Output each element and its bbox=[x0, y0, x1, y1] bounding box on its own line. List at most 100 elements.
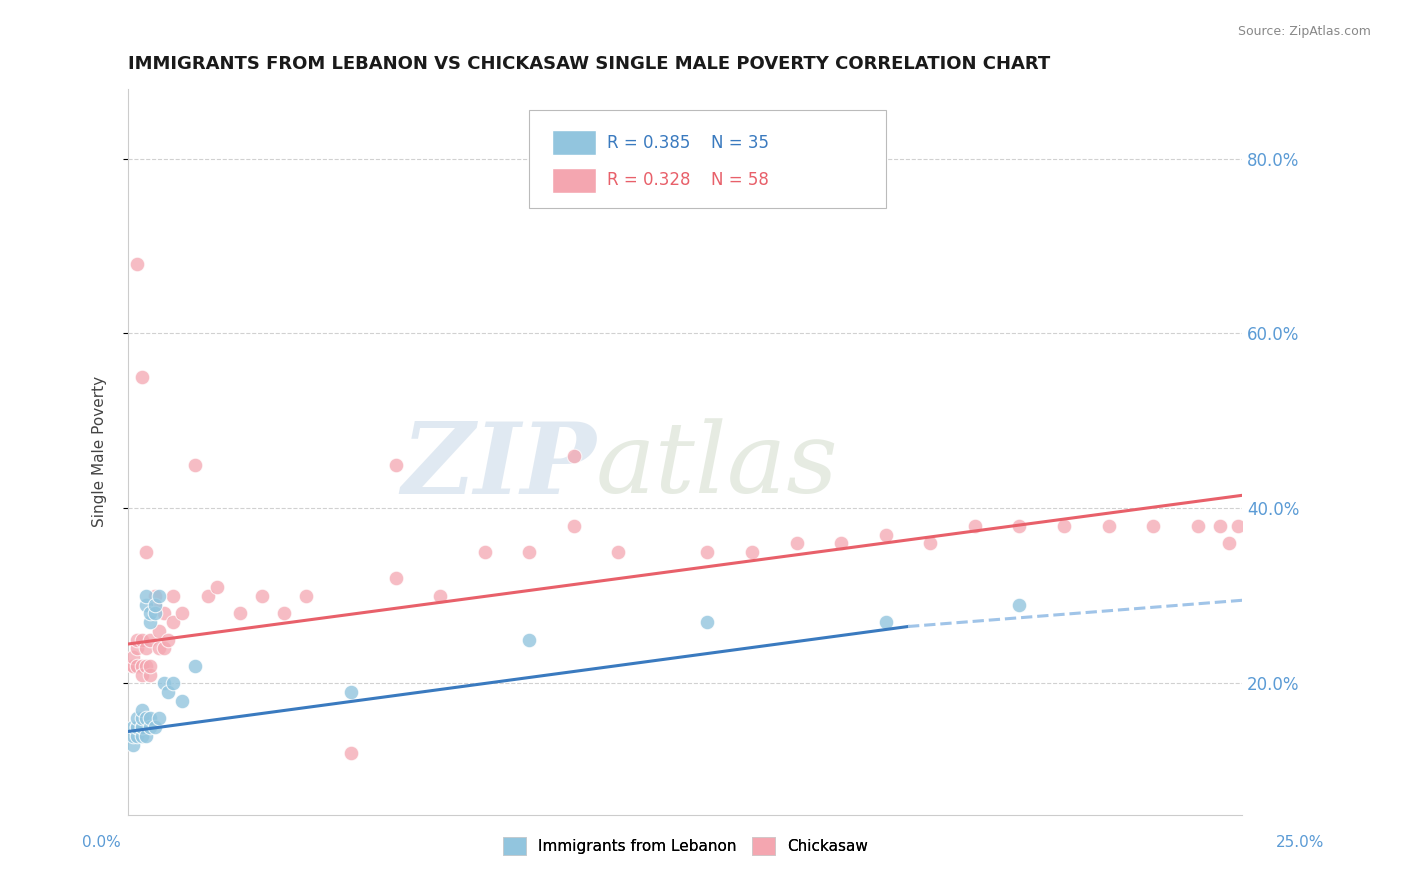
Text: N = 58: N = 58 bbox=[711, 171, 769, 189]
Point bbox=[162, 589, 184, 603]
Text: IMMIGRANTS FROM LEBANON VS CHICKASAW SINGLE MALE POVERTY CORRELATION CHART: IMMIGRANTS FROM LEBANON VS CHICKASAW SIN… bbox=[128, 55, 1050, 73]
Point bbox=[121, 658, 143, 673]
Point bbox=[295, 589, 318, 603]
Point bbox=[830, 536, 852, 550]
Point bbox=[139, 632, 162, 647]
Point bbox=[250, 589, 273, 603]
Point bbox=[121, 650, 143, 665]
Point bbox=[135, 545, 157, 559]
Point bbox=[121, 658, 143, 673]
Point bbox=[184, 658, 207, 673]
Point bbox=[153, 641, 176, 656]
Point bbox=[139, 607, 162, 621]
Legend: Immigrants from Lebanon, Chickasaw: Immigrants from Lebanon, Chickasaw bbox=[496, 830, 873, 862]
Point bbox=[562, 519, 585, 533]
Point bbox=[148, 589, 170, 603]
Point bbox=[696, 545, 718, 559]
Point bbox=[384, 571, 406, 585]
Point bbox=[131, 667, 153, 681]
Point bbox=[131, 703, 153, 717]
Point bbox=[786, 536, 808, 550]
Point bbox=[1187, 519, 1209, 533]
Point bbox=[607, 545, 630, 559]
Point bbox=[135, 729, 157, 743]
Point bbox=[157, 685, 180, 699]
Text: 25.0%: 25.0% bbox=[1277, 836, 1324, 850]
Point bbox=[131, 729, 153, 743]
FancyBboxPatch shape bbox=[551, 130, 596, 155]
Point bbox=[139, 711, 162, 725]
Point bbox=[131, 711, 153, 725]
Point bbox=[273, 607, 295, 621]
Point bbox=[153, 607, 176, 621]
Text: R = 0.328: R = 0.328 bbox=[607, 171, 690, 189]
Point bbox=[170, 607, 193, 621]
Point bbox=[121, 729, 143, 743]
Point bbox=[562, 449, 585, 463]
Point bbox=[131, 658, 153, 673]
Point bbox=[741, 545, 763, 559]
Point bbox=[1218, 536, 1240, 550]
Text: 0.0%: 0.0% bbox=[82, 836, 121, 850]
Point bbox=[131, 632, 153, 647]
Point bbox=[153, 676, 176, 690]
Point bbox=[125, 711, 148, 725]
Point bbox=[1142, 519, 1164, 533]
Point bbox=[139, 658, 162, 673]
Point bbox=[474, 545, 496, 559]
Point bbox=[920, 536, 942, 550]
Text: N = 35: N = 35 bbox=[711, 134, 769, 152]
Point bbox=[875, 527, 897, 541]
Point bbox=[517, 545, 540, 559]
Point bbox=[875, 615, 897, 629]
Text: R = 0.385: R = 0.385 bbox=[607, 134, 690, 152]
Point bbox=[162, 676, 184, 690]
Point bbox=[125, 658, 148, 673]
Point bbox=[135, 641, 157, 656]
Point bbox=[228, 607, 250, 621]
Point bbox=[162, 615, 184, 629]
Point bbox=[135, 598, 157, 612]
Point bbox=[148, 624, 170, 638]
Point bbox=[429, 589, 451, 603]
Point bbox=[1053, 519, 1076, 533]
Point bbox=[121, 738, 143, 752]
Point bbox=[121, 720, 143, 734]
Point bbox=[139, 720, 162, 734]
Point bbox=[125, 720, 148, 734]
Point bbox=[135, 658, 157, 673]
FancyBboxPatch shape bbox=[551, 168, 596, 193]
Point bbox=[125, 632, 148, 647]
Point bbox=[1209, 519, 1232, 533]
Point bbox=[517, 632, 540, 647]
Point bbox=[135, 589, 157, 603]
Point bbox=[963, 519, 986, 533]
Point bbox=[143, 720, 166, 734]
Point bbox=[125, 729, 148, 743]
Point bbox=[143, 598, 166, 612]
Point bbox=[143, 607, 166, 621]
Text: Source: ZipAtlas.com: Source: ZipAtlas.com bbox=[1237, 25, 1371, 38]
Point bbox=[131, 720, 153, 734]
Point bbox=[125, 641, 148, 656]
Text: atlas: atlas bbox=[596, 418, 839, 514]
Point bbox=[135, 711, 157, 725]
Point bbox=[207, 580, 229, 594]
Point bbox=[184, 458, 207, 472]
Point bbox=[197, 589, 219, 603]
Point bbox=[148, 711, 170, 725]
Point bbox=[1008, 598, 1031, 612]
Y-axis label: Single Male Poverty: Single Male Poverty bbox=[93, 376, 107, 527]
Point bbox=[1008, 519, 1031, 533]
Text: ZIP: ZIP bbox=[401, 417, 596, 515]
Point bbox=[340, 685, 363, 699]
Point bbox=[131, 370, 153, 384]
FancyBboxPatch shape bbox=[529, 111, 886, 209]
Point bbox=[125, 256, 148, 270]
Point bbox=[170, 694, 193, 708]
Point bbox=[139, 667, 162, 681]
Point bbox=[143, 598, 166, 612]
Point bbox=[157, 632, 180, 647]
Point bbox=[1097, 519, 1119, 533]
Point bbox=[384, 458, 406, 472]
